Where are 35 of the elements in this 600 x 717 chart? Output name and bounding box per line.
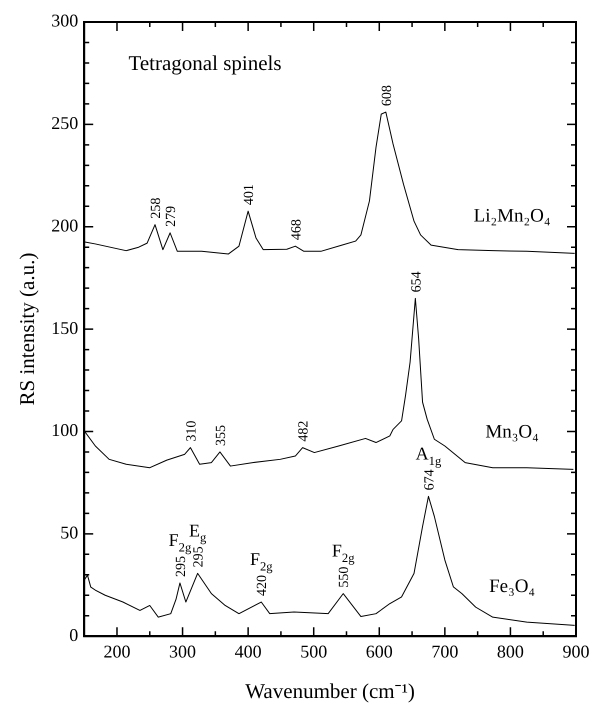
legend-label: Fe₃O₄ [489, 576, 536, 598]
annotation: 482 [296, 420, 312, 442]
annotation: 295 [174, 556, 189, 577]
annotation: 258 [149, 198, 164, 219]
annotation: 279 [164, 206, 180, 227]
y-axis-title: RS intensity (a.u.) [15, 252, 40, 406]
y-tick-label: 50 [60, 522, 78, 543]
annotation: 355 [214, 424, 229, 446]
x-tick-label: 800 [496, 642, 524, 662]
y-tick-label: 200 [51, 215, 78, 236]
annotation: 420 [255, 575, 270, 596]
x-tick-label: 900 [562, 642, 590, 662]
annotation: Tetragonal spinels [128, 51, 282, 75]
annotation: 674 [422, 469, 438, 490]
annotation: 654 [409, 271, 424, 292]
x-tick-label: 200 [103, 642, 130, 662]
y-tick-label: 250 [51, 113, 78, 134]
x-tick-label: 600 [366, 642, 393, 662]
annotation: 401 [242, 184, 258, 206]
annotation: 310 [184, 420, 200, 442]
x-axis-title: Wavenumber (cm⁻¹) [245, 678, 415, 703]
y-tick-label: 150 [51, 318, 78, 338]
x-tick-label: 300 [169, 642, 196, 662]
annotation: 550 [337, 566, 352, 588]
legend-label: Mn₃O₄ [485, 422, 539, 443]
y-tick-label: 300 [51, 10, 78, 31]
y-tick-label: 0 [69, 624, 78, 645]
x-tick-label: 500 [300, 642, 328, 662]
annotation: 295 [192, 546, 207, 568]
legend-label: Li₂Mn₂O₄ [474, 205, 551, 226]
annotation: 468 [289, 219, 304, 240]
x-tick-label: 700 [431, 642, 458, 662]
annotation: 608 [380, 85, 395, 106]
y-tick-label: 100 [51, 420, 78, 440]
x-tick-label: 400 [234, 642, 262, 662]
